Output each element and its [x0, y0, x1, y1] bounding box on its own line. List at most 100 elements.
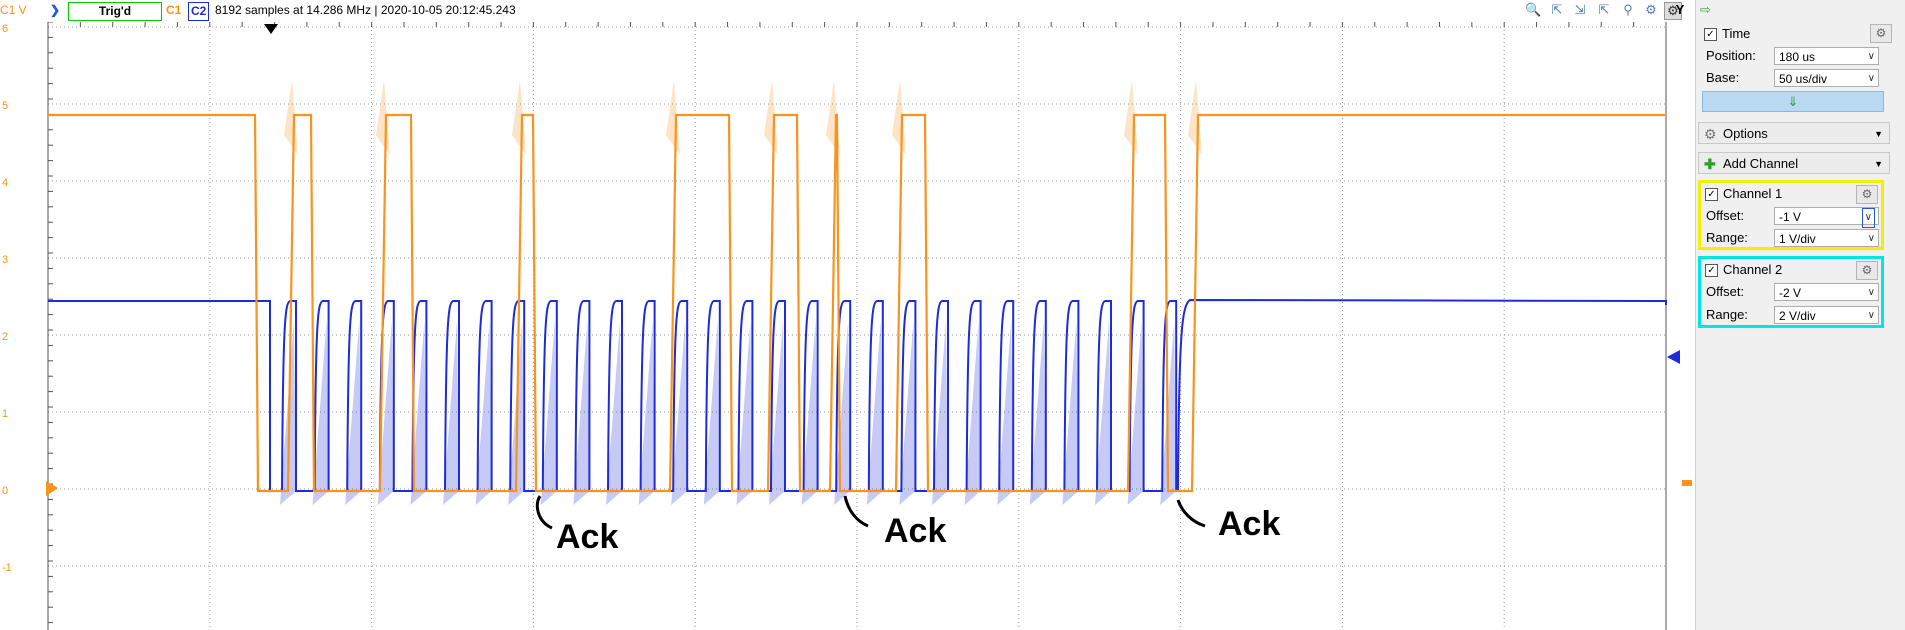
channel-1-offset-value: -1 V [1779, 210, 1802, 224]
acquisition-info: 8192 samples at 14.286 MHz | 2020-10-05 … [215, 3, 516, 17]
zoom-fit-icon[interactable]: ⇲ [1574, 2, 1586, 17]
channel-2-offset-label: Offset: [1706, 284, 1745, 299]
c2-persistence [312, 321, 329, 505]
y-tick-label: -1 [2, 562, 12, 574]
time-section: ✓ Time ⚙ Position: 180 us ∨ Base: 50 us/di… [1698, 22, 1898, 122]
ack-label-2: Ack [884, 512, 946, 550]
y-tick-label: 1 [2, 408, 8, 420]
c1-persistence [892, 80, 906, 155]
y-tick-label: 6 [2, 23, 8, 35]
trigger-position-marker [264, 24, 278, 34]
channel-2-checkbox[interactable]: ✓ [1705, 264, 1718, 278]
c1-right-marker [1682, 480, 1692, 486]
channel-2-trace [48, 298, 1667, 492]
channel-2-range-select[interactable]: 2 V/div ∨ [1774, 306, 1879, 324]
c2-persistence [671, 321, 688, 505]
time-header[interactable]: ✓ Time [1704, 24, 1750, 44]
c2-persistence [638, 321, 655, 505]
scope-toolbar: C1 V ❯ Trig'd C1 C2 8192 samples at 14.2… [0, 0, 1695, 22]
channel-1-trace [48, 113, 1665, 493]
ack-pointer-2 [843, 495, 869, 528]
ack-pointer-3 [1176, 499, 1206, 528]
c1-persistence [1188, 80, 1202, 155]
c2-persistence [703, 321, 720, 505]
c2-persistence [801, 321, 818, 505]
c2-persistence [834, 321, 851, 505]
zoom-in-icon[interactable]: 🔍 [1525, 2, 1542, 17]
c2-persistence [1029, 321, 1046, 505]
add-channel-label: Add Channel [1723, 156, 1799, 171]
trigger-status: Trig'd [68, 2, 162, 21]
channel-1-header[interactable]: ✓ Channel 1 [1705, 184, 1782, 204]
apply-down-button[interactable]: ⇓ [1702, 91, 1884, 112]
settings-icon[interactable]: ⚙ [1645, 2, 1657, 17]
chevron-down-icon: ∨ [1867, 51, 1875, 62]
c2-persistence [443, 321, 459, 505]
channel-2-offset-select[interactable]: -2 V ∨ [1774, 283, 1879, 301]
settings-panel: ⇨ ✓ Time ⚙ Position: 180 us ∨ Base: 50 us/… [1695, 0, 1905, 630]
c1-persistence [376, 80, 390, 155]
magnifier-icon[interactable]: ⚲ [1623, 2, 1633, 17]
c2-persistence [899, 321, 916, 505]
c2-persistence [573, 321, 590, 505]
channel-1-section: ✓ Channel 1 ⚙ Offset: -1 V ∨ Range: 1 V/di… [1698, 180, 1884, 250]
time-checkbox[interactable]: ✓ [1704, 28, 1717, 42]
c1-persistence [284, 80, 298, 155]
channel-2-section: ✓ Channel 2 ⚙ Offset: -2 V ∨ Range: 2 V/di… [1698, 256, 1884, 328]
channel-1-range-select[interactable]: 1 V/div ∨ [1774, 229, 1879, 247]
c2-persistence [1062, 321, 1079, 505]
y-button[interactable]: Y [1675, 2, 1685, 17]
y-tick-label: 3 [2, 254, 8, 266]
channel-1-offset-label: Offset: [1706, 208, 1745, 223]
c1-persistence [764, 80, 778, 155]
base-value: 50 us/div [1779, 72, 1828, 86]
y-tick-label: 5 [2, 100, 8, 112]
channel-1-range-label: Range: [1706, 230, 1748, 245]
channel-2-offset-value: -2 V [1779, 286, 1802, 300]
c2-persistence [736, 321, 753, 505]
c2-persistence [997, 321, 1014, 505]
position-select[interactable]: 180 us ∨ [1774, 47, 1879, 65]
down-arrow-icon: ⇓ [1787, 94, 1799, 109]
oscilloscope-plot[interactable]: 6 5 4 3 2 1 0 -1 Ack Ack Ack [0, 22, 1695, 630]
channel-2-gear-icon[interactable]: ⚙ [1856, 261, 1878, 280]
channel-2-range-label: Range: [1706, 307, 1748, 322]
chevron-down-icon: ∨ [1867, 233, 1875, 244]
c2-persistence [964, 321, 981, 505]
channel-1-gear-icon[interactable]: ⚙ [1856, 185, 1878, 204]
y-tick-label: 2 [2, 331, 8, 343]
channel-1-checkbox[interactable]: ✓ [1705, 188, 1718, 202]
time-gear-icon[interactable]: ⚙ [1870, 24, 1892, 43]
channel-2-header[interactable]: ✓ Channel 2 [1705, 260, 1782, 280]
channel-1-range-value: 1 V/div [1779, 232, 1816, 246]
base-select[interactable]: 50 us/div ∨ [1774, 69, 1879, 87]
gear-icon[interactable]: ⚙ [1664, 2, 1682, 20]
c2-persistence [540, 321, 557, 505]
c1-persistence [666, 80, 680, 155]
y-tick-label: 0 [2, 485, 8, 497]
dropdown-arrow-icon: ▼ [1874, 159, 1883, 169]
zoom-reset-icon[interactable]: ⇱ [1598, 2, 1610, 17]
c2-persistence [475, 321, 492, 505]
panel-arrow-icon[interactable]: ⇨ [1700, 2, 1711, 17]
base-label: Base: [1706, 70, 1740, 85]
run-arrow-icon[interactable]: ❯ [50, 3, 61, 17]
channel-1-offset-input[interactable]: -1 V ∨ [1774, 207, 1879, 228]
chevron-down-icon: ∨ [1867, 287, 1875, 298]
options-menu[interactable]: ⚙ Options ▼ [1698, 122, 1890, 144]
chevron-down-icon: ∨ [1867, 73, 1875, 84]
c2-persistence [377, 321, 394, 505]
c1-persistence [512, 80, 526, 155]
y-tick-label: 4 [2, 177, 8, 189]
channel-1-title: Channel 1 [1723, 186, 1783, 201]
c2-tag[interactable]: C2 [188, 2, 210, 21]
c2-offset-marker [1667, 350, 1680, 364]
c2-persistence [606, 321, 622, 505]
chevron-down-icon: ∨ [1861, 208, 1875, 228]
c2-persistence [769, 321, 785, 505]
c1-tag[interactable]: C1 [166, 3, 182, 17]
zoom-out-icon[interactable]: ⇱ [1551, 2, 1563, 17]
position-label: Position: [1706, 48, 1756, 63]
position-value: 180 us [1779, 50, 1816, 64]
add-channel-menu[interactable]: ✚ Add Channel ▼ [1698, 152, 1890, 174]
